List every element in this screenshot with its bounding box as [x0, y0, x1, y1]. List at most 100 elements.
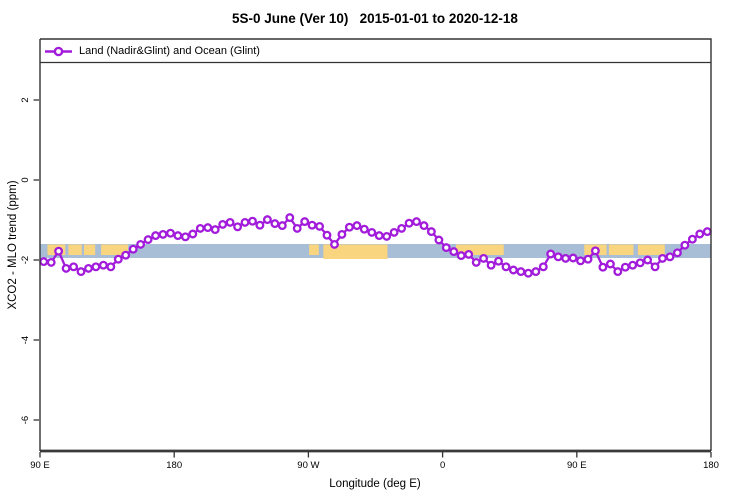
data-point-marker [508, 265, 518, 275]
plot-border [39, 38, 712, 451]
x-tick-label: 180 [166, 460, 182, 471]
data-point-marker [680, 240, 690, 250]
map-land-patch [456, 244, 504, 255]
data-point-marker [672, 248, 682, 258]
data-point-marker [173, 231, 183, 241]
data-point-marker [248, 216, 257, 226]
data-point-marker [292, 223, 302, 233]
data-point-marker [613, 267, 623, 277]
data-point-marker [494, 256, 503, 266]
map-land-patch [309, 244, 319, 255]
data-point-marker [434, 235, 444, 245]
data-point-marker [486, 260, 496, 270]
x-tick-label: 90 W [297, 460, 319, 471]
map-land-patch [637, 244, 665, 255]
data-point-marker [61, 263, 71, 273]
x-tick-label: 90 E [567, 460, 587, 471]
data-point-marker [546, 249, 556, 259]
data-point-marker [553, 252, 563, 262]
data-point-marker [479, 253, 489, 263]
x-tick-label: 90 E [30, 460, 50, 471]
data-point-marker [702, 227, 712, 237]
data-point-marker [180, 232, 190, 242]
data-point-marker [69, 262, 79, 272]
data-point-marker [456, 251, 466, 261]
data-point-marker [598, 262, 608, 272]
data-point-marker [166, 228, 175, 238]
data-point-marker [113, 254, 123, 264]
data-point-marker [84, 263, 93, 273]
data-point-marker [330, 239, 339, 249]
x-tick-label: 0 [440, 460, 445, 471]
data-point-marker [277, 221, 287, 231]
data-point-marker [54, 246, 64, 256]
data-point-marker [397, 223, 407, 233]
data-point-marker [285, 213, 295, 223]
data-point-marker [419, 221, 429, 231]
data-point-marker [635, 258, 645, 268]
y-tick-label: 2 [20, 97, 31, 102]
map-land-patch [608, 244, 634, 255]
data-point-marker [643, 255, 653, 265]
y-tick-label: -4 [20, 336, 31, 344]
data-point-marker [583, 254, 593, 264]
data-point-marker [344, 222, 354, 232]
data-point-marker [367, 227, 377, 237]
x-axis-title: Longitude (deg E) [329, 478, 421, 490]
data-point-marker [441, 243, 451, 253]
y-tick-label: 0 [20, 177, 31, 182]
data-point-marker [210, 225, 220, 235]
data-point-marker [195, 223, 205, 233]
data-point-marker [240, 217, 250, 227]
data-point-marker [352, 221, 362, 231]
data-point-marker [665, 252, 675, 262]
data-point-marker [218, 219, 228, 229]
map-land-patch [83, 244, 96, 255]
data-point-marker [576, 256, 585, 266]
chart-title: 5S-0 June (Ver 10) 2015-01-01 to 2020-12… [232, 11, 518, 26]
data-point-marker [91, 262, 101, 272]
data-point-marker [404, 218, 414, 228]
data-point-marker [538, 262, 548, 272]
data-point-marker [151, 231, 161, 241]
data-point-marker [449, 247, 459, 257]
y-axis-title: XCO2 - MLO trend (ppm) [7, 180, 19, 310]
data-point-marker [307, 220, 317, 230]
data-point-marker [225, 217, 235, 227]
data-point-marker [188, 229, 198, 239]
data-point-marker [270, 219, 280, 229]
data-point-marker [233, 222, 243, 232]
data-point-marker [255, 220, 265, 230]
data-point-marker [158, 229, 168, 239]
data-point-marker [382, 231, 392, 241]
data-point-marker [315, 221, 325, 231]
data-point-marker [337, 229, 347, 239]
data-point-marker [39, 257, 49, 267]
data-point-marker [531, 267, 541, 277]
map-land-patch [323, 244, 388, 259]
data-point-marker [76, 267, 86, 277]
data-point-marker [501, 262, 511, 272]
data-point-marker [322, 230, 332, 240]
data-point-marker [464, 249, 474, 259]
data-point-marker [516, 267, 526, 277]
data-point-marker [590, 246, 600, 256]
data-point-marker [620, 262, 630, 272]
legend-label: Land (Nadir&Glint) and Ocean (Glint) [79, 45, 260, 57]
data-point-marker [628, 260, 638, 270]
data-point-marker [658, 253, 667, 263]
y-tick-label: -2 [20, 256, 31, 264]
data-point-marker [389, 227, 399, 237]
map-land-patch [68, 244, 82, 255]
data-point-marker [650, 262, 660, 272]
data-point-marker [203, 223, 213, 233]
legend-marker-icon [53, 46, 64, 57]
data-point-marker [46, 257, 56, 267]
data-point-marker [143, 235, 153, 245]
data-point-marker [687, 234, 697, 244]
x-tick-label: 180 [703, 460, 719, 471]
map-land-patch [101, 244, 128, 255]
data-point-marker [426, 227, 436, 237]
data-point-marker [695, 229, 705, 239]
